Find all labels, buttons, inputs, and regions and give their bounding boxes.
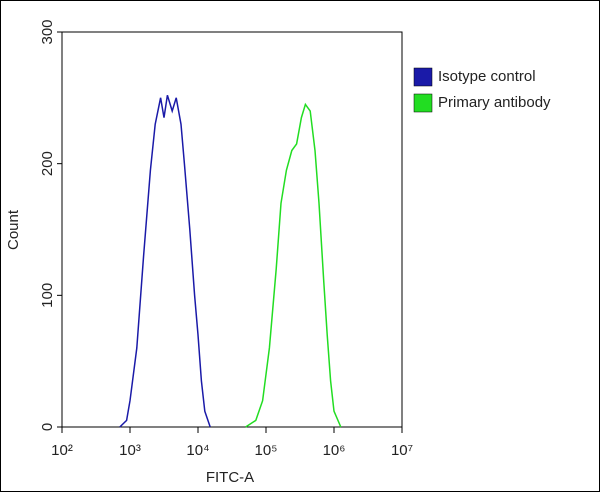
- histogram-line: [119, 94, 211, 428]
- x-tick-label: 10⁷: [391, 442, 413, 459]
- y-tick-label: 200: [39, 151, 56, 176]
- x-tick-label: 10⁶: [323, 442, 346, 459]
- x-tick-label: 10⁴: [186, 442, 209, 459]
- legend-swatch: [413, 93, 433, 113]
- legend-swatch: [413, 67, 433, 87]
- legend-label: Primary antibody: [438, 94, 551, 111]
- x-tick-label: 10³: [119, 442, 141, 459]
- x-axis-label: FITC-A: [206, 469, 254, 486]
- x-tick-label: 10⁵: [255, 442, 278, 459]
- y-tick-label: 300: [39, 19, 56, 44]
- y-axis-label: Count: [5, 209, 22, 250]
- x-tick-label: 10²: [51, 442, 73, 459]
- histogram-line: [245, 102, 342, 428]
- legend-label: Isotype control: [438, 68, 536, 85]
- y-tick-label: 0: [39, 423, 56, 431]
- plot-area: [61, 31, 403, 428]
- y-tick-label: 100: [39, 283, 56, 308]
